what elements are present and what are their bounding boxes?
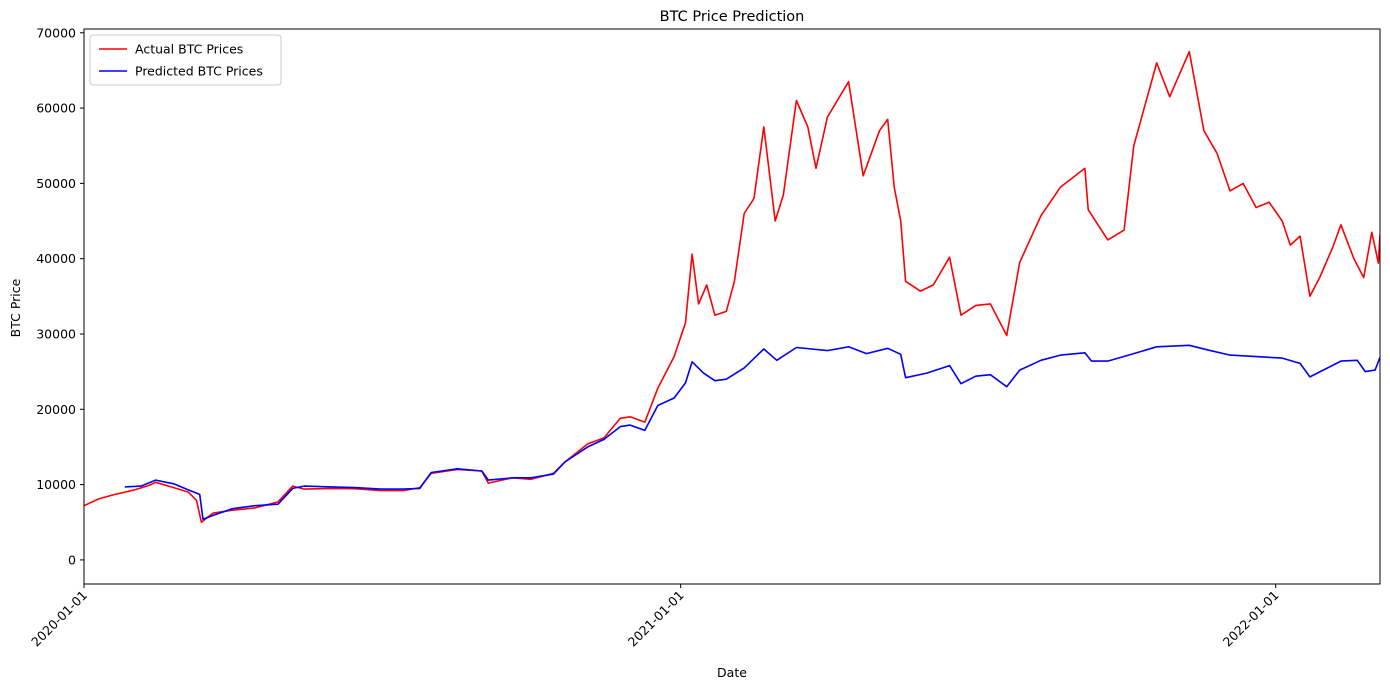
y-axis-label: BTC Price <box>8 278 23 337</box>
y-tick-label: 60000 <box>36 101 76 116</box>
legend: Actual BTC Prices Predicted BTC Prices <box>89 34 282 86</box>
x-tick-label: 2021-01-01 <box>625 588 687 650</box>
y-axis-ticks: 0 10000 20000 30000 40000 50000 60000 70000 <box>36 25 84 567</box>
x-axis-label: Date <box>717 665 747 680</box>
x-tick-label: 2022-01-01 <box>1220 588 1282 650</box>
plot-frame <box>83 28 1381 585</box>
y-tick-label: 40000 <box>36 251 76 266</box>
y-tick-label: 70000 <box>36 25 76 40</box>
legend-label: Actual BTC Prices <box>135 42 243 57</box>
y-tick-label: 10000 <box>36 477 76 492</box>
series-line-predicted <box>124 344 1380 520</box>
y-tick-label: 20000 <box>36 402 76 417</box>
x-tick-label: 2020-01-01 <box>28 588 90 650</box>
chart-title: BTC Price Prediction <box>660 9 805 25</box>
legend-box <box>89 34 282 86</box>
series-line-actual <box>84 50 1380 523</box>
y-tick-label: 30000 <box>36 326 76 341</box>
x-axis-ticks: 2020-01-01 2021-01-01 2022-01-01 <box>28 584 1282 649</box>
series-lines <box>84 50 1380 523</box>
legend-label: Predicted BTC Prices <box>135 64 263 79</box>
y-tick-label: 0 <box>68 552 76 567</box>
y-tick-label: 50000 <box>36 176 76 191</box>
